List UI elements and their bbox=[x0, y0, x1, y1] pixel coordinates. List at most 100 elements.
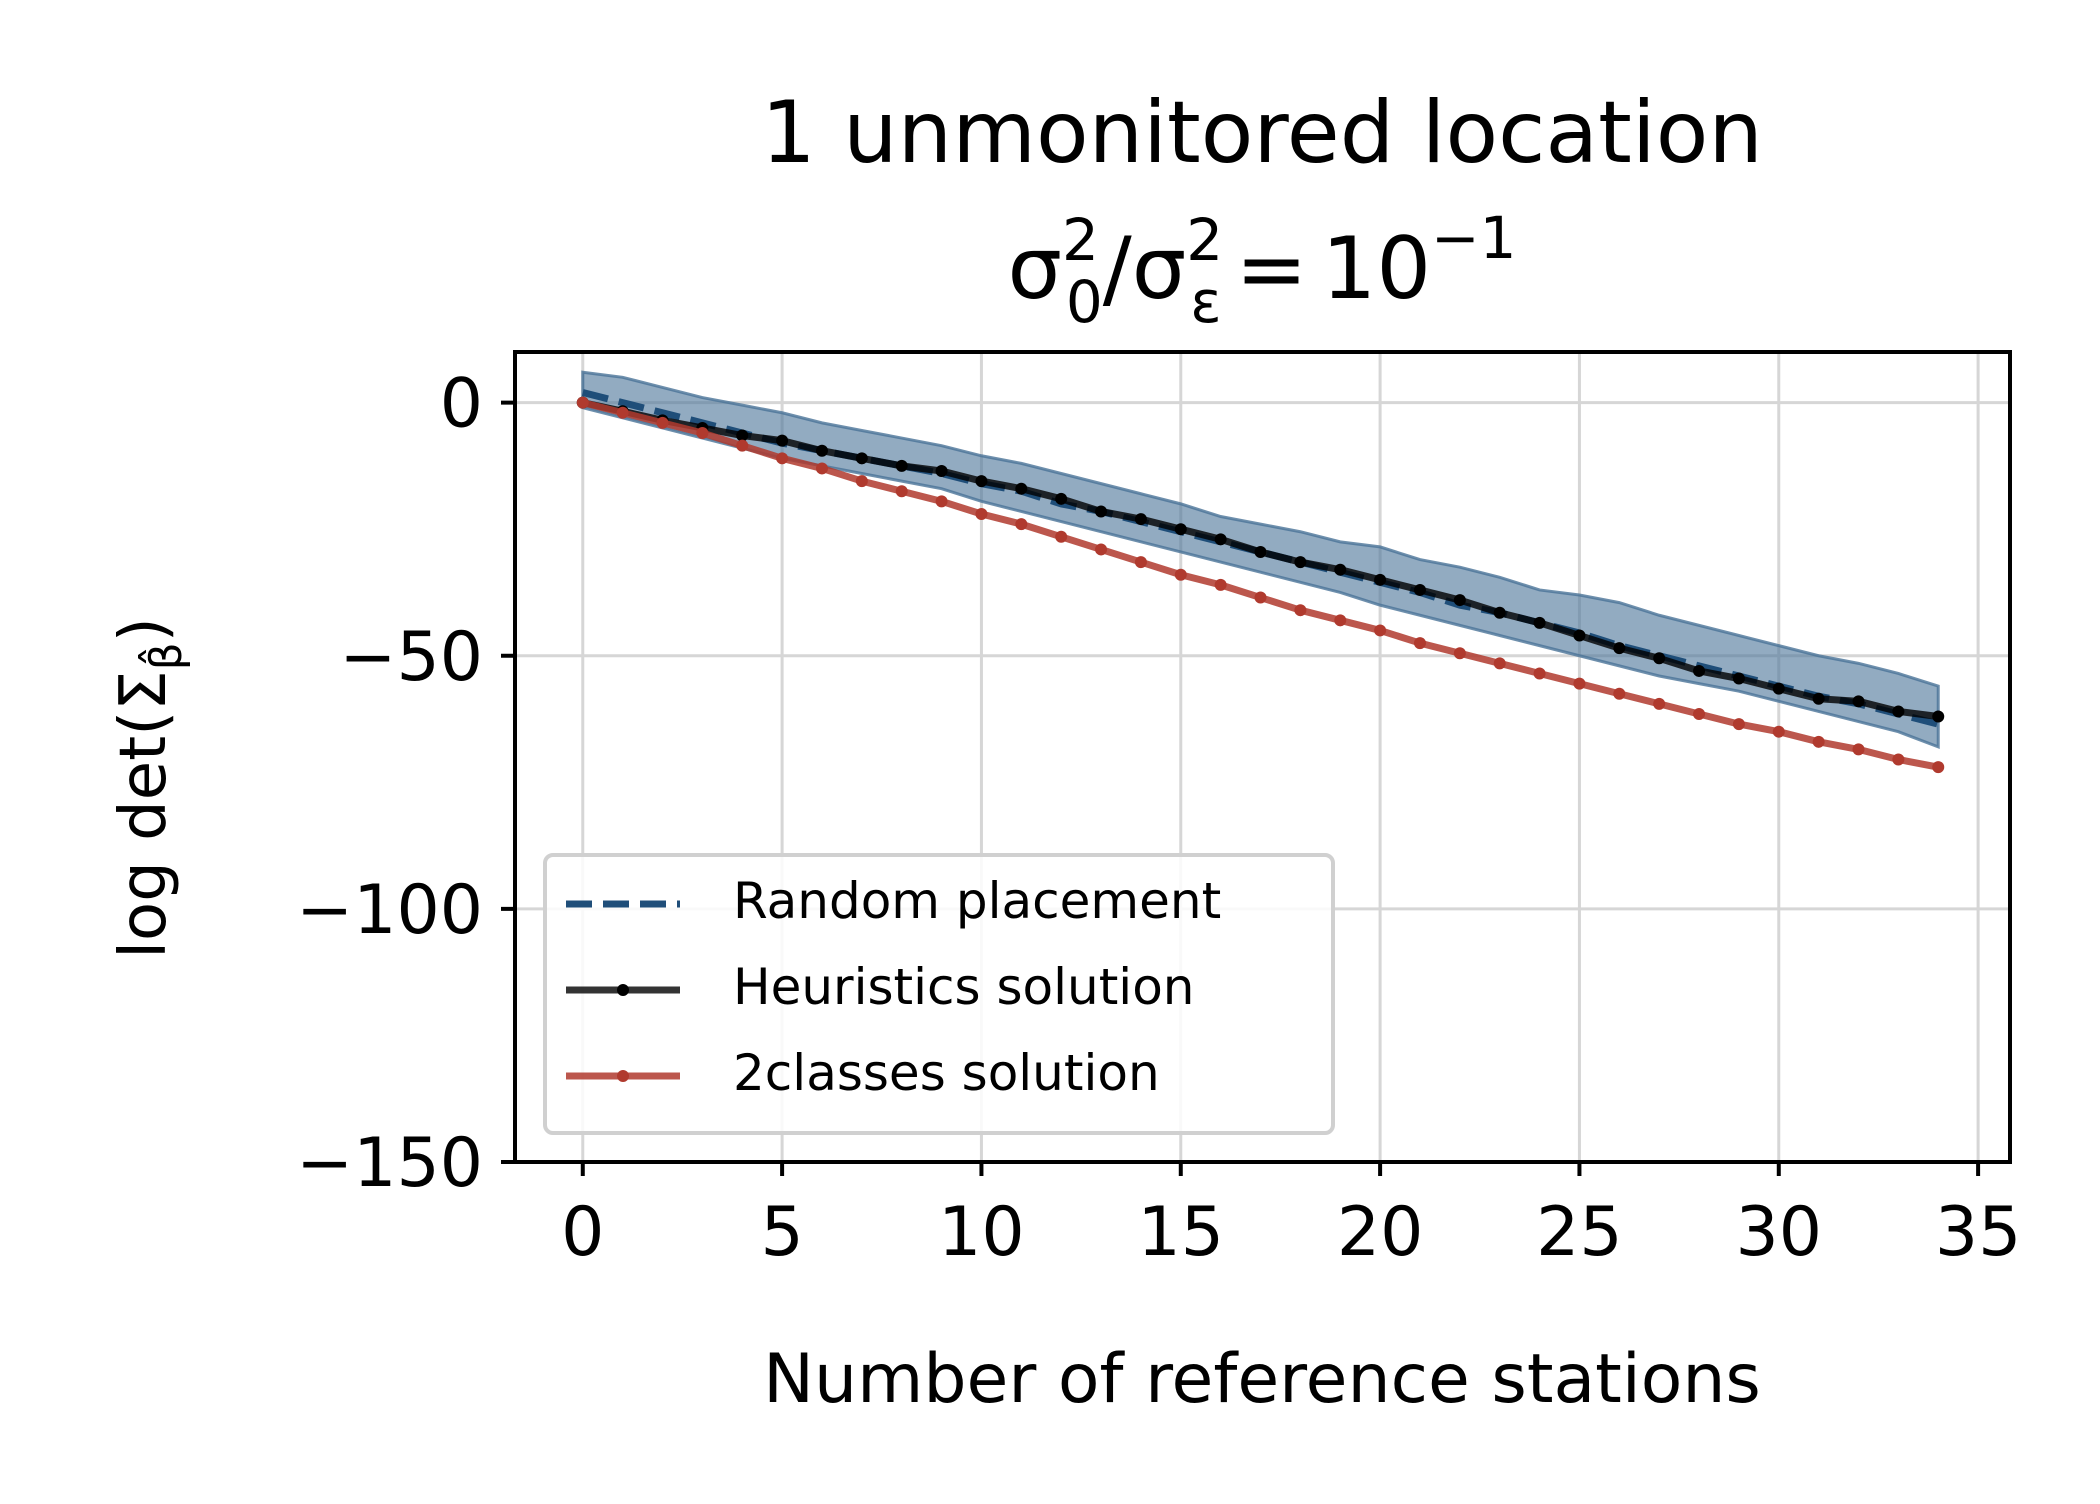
heuristics-solution-point bbox=[1732, 672, 1745, 685]
2classes-solution-point bbox=[576, 396, 589, 409]
2classes-solution-point bbox=[1772, 725, 1785, 738]
x-tick-label: 20 bbox=[1337, 1193, 1424, 1272]
heuristics-solution-point bbox=[1015, 482, 1028, 495]
heuristics-solution-point bbox=[1533, 616, 1546, 629]
heuristics-solution-point bbox=[1573, 629, 1586, 642]
heuristics-solution-point bbox=[1374, 573, 1387, 586]
heuristics-solution-point bbox=[855, 452, 868, 465]
2classes-solution-point bbox=[1254, 591, 1267, 604]
legend-marker-2classes bbox=[617, 1070, 629, 1082]
heuristics-solution-point bbox=[1693, 664, 1706, 677]
2classes-solution-point bbox=[1613, 687, 1626, 700]
heuristics-solution-point bbox=[1932, 710, 1945, 723]
2classes-solution-point bbox=[1174, 568, 1187, 581]
heuristics-solution-point bbox=[1453, 594, 1466, 607]
2classes-solution-point bbox=[1493, 657, 1506, 670]
title-sub-num: 0 bbox=[1066, 268, 1103, 336]
heuristics-solution-point bbox=[895, 459, 908, 472]
2classes-solution-point bbox=[1573, 677, 1586, 690]
heuristics-solution-point bbox=[1892, 705, 1905, 718]
2classes-solution-point bbox=[776, 452, 789, 465]
random-placement-band bbox=[581, 370, 1940, 750]
tick-labels: 0 5 10 15 20 25 30 35 0 −50 −100 −150 bbox=[296, 365, 2021, 1272]
x-tick-label: 5 bbox=[760, 1193, 803, 1272]
2classes-solution-point bbox=[1334, 614, 1347, 627]
title-slash: / bbox=[1103, 219, 1132, 319]
2classes-solution-point bbox=[1134, 556, 1147, 569]
x-tick-label: 25 bbox=[1536, 1193, 1623, 1272]
x-tick-label: 30 bbox=[1736, 1193, 1823, 1272]
2classes-solution-point bbox=[1374, 624, 1387, 637]
2classes-solution-point bbox=[1852, 743, 1865, 756]
heuristics-solution-point bbox=[1294, 556, 1307, 569]
heuristics-solution-point bbox=[1055, 492, 1068, 505]
legend: Random placement Heuristics solution 2cl… bbox=[543, 853, 1335, 1135]
heuristics-solution-point bbox=[815, 444, 828, 457]
plot-frame bbox=[513, 350, 2012, 1164]
chart-title-line2: σ2 0/σ2 ε = 10−1 bbox=[1007, 204, 1516, 336]
y-label-prefix: log det( bbox=[107, 711, 181, 959]
legend-marker-heuristics bbox=[617, 984, 629, 996]
legend-label-random: Random placement bbox=[733, 872, 1221, 930]
title-sigma-den: σ bbox=[1132, 219, 1187, 319]
y-tick-label: −150 bbox=[296, 1124, 483, 1203]
heuristics-solution-point bbox=[776, 434, 789, 447]
chart-title-line1: 1 unmonitored location bbox=[761, 83, 1763, 183]
title-sup-den: 2 bbox=[1186, 206, 1223, 274]
2classes-solution-point bbox=[736, 439, 749, 452]
y-tick-label: 0 bbox=[440, 365, 483, 444]
heuristics-solution-point bbox=[1413, 583, 1426, 596]
heuristics-solution-point bbox=[1214, 533, 1227, 546]
x-tick-label: 15 bbox=[1138, 1193, 1225, 1272]
2classes-solution-point bbox=[656, 416, 669, 429]
2classes-solution-point bbox=[1812, 735, 1825, 748]
y-label-sub: β̂ bbox=[137, 642, 192, 670]
x-axis-label: Number of reference stations bbox=[763, 1340, 1761, 1419]
title-sup-num: 2 bbox=[1062, 206, 1099, 274]
heuristics-solution-point bbox=[736, 429, 749, 442]
2classes-solution-point bbox=[616, 406, 629, 419]
2classes-solution-point bbox=[975, 508, 988, 520]
x-tick-label: 35 bbox=[1935, 1193, 2022, 1272]
2classes-solution-point bbox=[1932, 761, 1945, 774]
series-lines bbox=[576, 389, 1945, 774]
heuristics-solution-point bbox=[1334, 563, 1347, 576]
heuristics-solution-point bbox=[1613, 642, 1626, 655]
2classes-solution-point bbox=[1653, 697, 1666, 710]
heuristics-solution-point bbox=[1134, 513, 1147, 526]
2classes-solution-point bbox=[1892, 753, 1905, 766]
2classes-solution-point bbox=[1055, 530, 1068, 543]
axes bbox=[501, 350, 2012, 1176]
title-equals: = bbox=[1236, 219, 1308, 319]
x-tick-label: 0 bbox=[561, 1193, 604, 1272]
2classes-solution-point bbox=[1413, 637, 1426, 650]
legend-label-2classes: 2classes solution bbox=[733, 1044, 1160, 1102]
title-exponent: −1 bbox=[1431, 204, 1517, 272]
x-tick-label: 10 bbox=[938, 1193, 1025, 1272]
heuristics-solution-point bbox=[935, 464, 948, 477]
2classes-solution-point bbox=[1214, 578, 1227, 591]
random-placement-band-area bbox=[581, 370, 1940, 750]
heuristics-solution-point bbox=[1812, 692, 1825, 705]
2classes-solution-point bbox=[1015, 518, 1028, 531]
title-base: 10 bbox=[1322, 219, 1431, 319]
2classes-solution-point bbox=[1095, 543, 1108, 556]
2classes-solution-point bbox=[1693, 707, 1706, 720]
2classes-solution-point bbox=[696, 427, 709, 439]
2classes-solution-point bbox=[935, 495, 948, 508]
2classes-solution-point bbox=[1732, 718, 1745, 731]
heuristics-solution-point bbox=[1254, 545, 1267, 558]
heuristics-solution-point bbox=[1493, 606, 1506, 619]
2classes-solution-point bbox=[1533, 667, 1546, 680]
2classes-solution-point bbox=[855, 475, 868, 488]
heuristics-solution-point bbox=[1772, 682, 1785, 695]
y-label-sigma: Σ bbox=[107, 670, 181, 710]
y-label-suffix: ) bbox=[107, 617, 181, 642]
heuristics-solution-point bbox=[1653, 652, 1666, 665]
legend-label-heuristics: Heuristics solution bbox=[733, 958, 1194, 1016]
2classes-solution-point bbox=[815, 462, 828, 475]
y-tick-label: −100 bbox=[296, 871, 483, 950]
2classes-solution-point bbox=[1453, 647, 1466, 660]
2classes-solution-point bbox=[895, 485, 908, 498]
